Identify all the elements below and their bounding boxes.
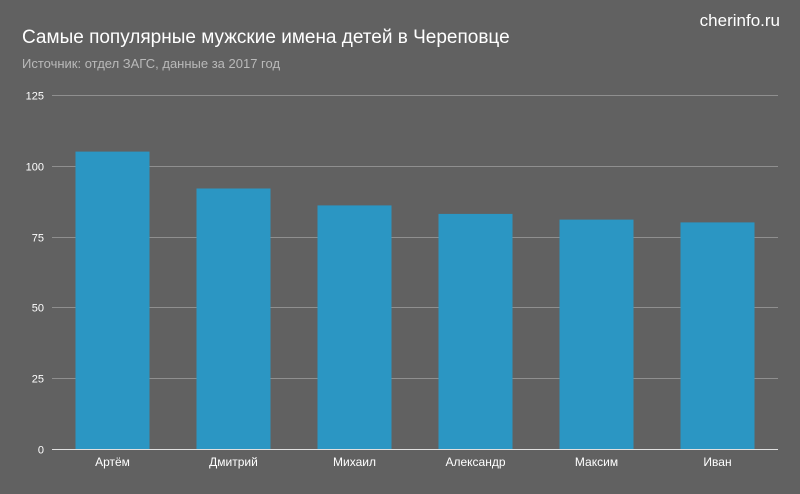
bars: [75, 151, 755, 449]
y-tick-label: 100: [26, 162, 44, 174]
y-axis-ticks: 0 25 50 75 100 125: [26, 91, 44, 457]
chart-subtitle: Источник: отдел ЗАГС, данные за 2017 год: [22, 56, 281, 71]
y-tick-label: 125: [26, 91, 44, 103]
bar: [317, 205, 392, 449]
y-tick-label: 0: [38, 445, 44, 457]
x-tick-label: Михаил: [333, 455, 376, 469]
x-axis-labels: Артём Дмитрий Михаил Александр Максим Иван: [95, 455, 732, 469]
x-tick-label: Иван: [703, 455, 731, 469]
bar: [438, 213, 513, 449]
chart-title: Самые популярные мужские имена детей в Ч…: [22, 27, 510, 48]
x-tick-label: Артём: [95, 455, 130, 469]
y-tick-label: 50: [32, 303, 44, 315]
x-tick-label: Александр: [445, 455, 505, 469]
grid-lines: [52, 95, 778, 450]
bar: [75, 151, 150, 449]
y-tick-label: 75: [32, 233, 44, 245]
bar: [196, 188, 271, 449]
y-tick-label: 25: [32, 374, 44, 386]
brand-logo-text[interactable]: cherinfo.ru: [699, 11, 780, 30]
x-tick-label: Дмитрий: [209, 455, 258, 469]
bar: [559, 219, 634, 449]
x-tick-label: Максим: [575, 455, 618, 469]
bar: [680, 222, 755, 449]
